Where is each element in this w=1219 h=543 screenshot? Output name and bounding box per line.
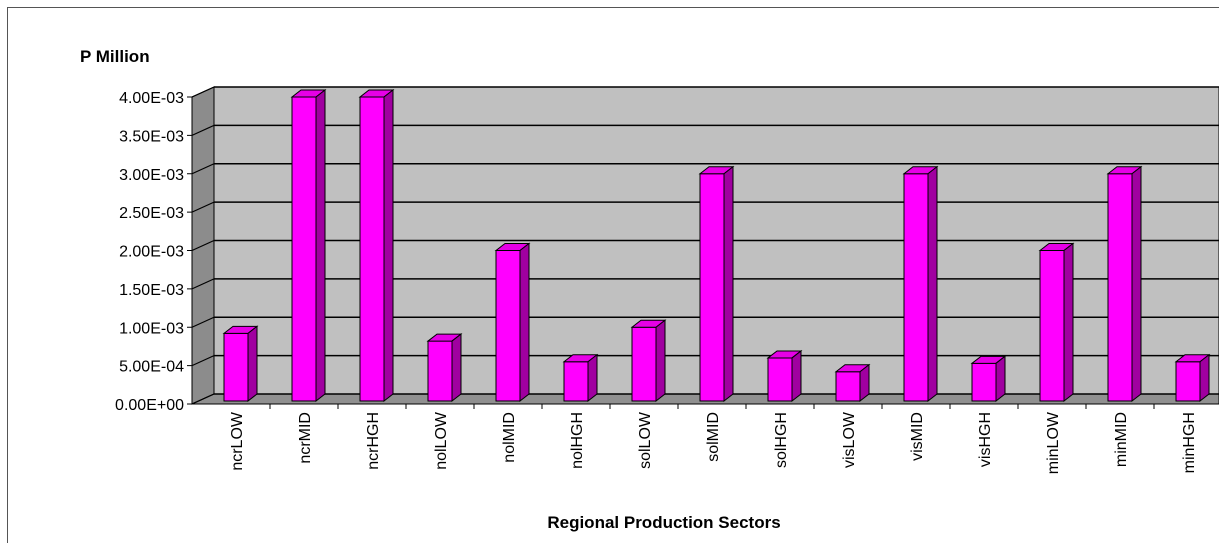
- bar-side: [1131, 165, 1142, 403]
- x-tick-label: solHGH: [773, 412, 790, 468]
- bar-front: [359, 96, 385, 402]
- bar-front: [903, 173, 929, 402]
- bar-side: [655, 319, 666, 403]
- x-tick-label: solLOW: [637, 411, 654, 469]
- x-axis-title: Regional Production Sectors: [547, 513, 780, 532]
- bar-front: [291, 96, 317, 402]
- x-tick-label: minHGH: [1181, 412, 1198, 473]
- gridline-diagonal: [191, 124, 215, 136]
- gridline-diagonal: [191, 278, 215, 290]
- bar-side: [315, 88, 326, 403]
- gridline-diagonal: [191, 86, 215, 98]
- bar-front: [563, 361, 589, 402]
- bar: [222, 325, 259, 403]
- bar-side: [1063, 242, 1074, 403]
- bar: [970, 355, 1007, 403]
- x-tick-label: ncrHGH: [365, 412, 382, 470]
- bar-front: [835, 371, 861, 402]
- bar-side: [791, 349, 802, 403]
- bar-front: [223, 332, 249, 402]
- bar: [1038, 242, 1075, 403]
- bar-front: [699, 173, 725, 402]
- bar-side: [451, 333, 462, 403]
- x-tick-label: nolLOW: [433, 411, 450, 470]
- y-axis-title: P Million: [80, 47, 150, 66]
- gridline-diagonal: [191, 239, 215, 252]
- bar: [766, 349, 803, 403]
- bar-front: [971, 362, 997, 402]
- bar-side: [519, 242, 530, 403]
- gridline-diagonal: [191, 163, 215, 175]
- chart-frame: [7, 7, 1219, 543]
- x-tick-label: minMID: [1113, 412, 1130, 467]
- bar: [494, 242, 531, 403]
- bar-side: [383, 88, 394, 403]
- bar-side: [859, 363, 870, 403]
- bar-side: [247, 325, 258, 403]
- y-tick-label: 0.00E+00: [115, 397, 184, 414]
- bar-side: [723, 165, 734, 403]
- y-tick-label: 1.00E-03: [119, 320, 184, 337]
- y-tick-label: 2.50E-03: [119, 205, 184, 222]
- bar-front: [767, 357, 793, 402]
- bar-side: [1199, 353, 1210, 403]
- gridline-diagonal: [191, 355, 215, 367]
- x-tick-label: ncrLOW: [229, 411, 246, 471]
- bar: [290, 88, 327, 403]
- bar: [834, 363, 871, 403]
- y-tick-label: 3.50E-03: [119, 128, 184, 145]
- bar: [1106, 165, 1143, 403]
- bar-front: [427, 340, 453, 402]
- bar: [426, 333, 463, 403]
- bar-front: [1175, 361, 1201, 402]
- bar-side: [927, 165, 938, 403]
- x-tick-label: nolMID: [501, 412, 518, 463]
- x-tick-label: visMID: [909, 412, 926, 461]
- x-tick-label: visLOW: [841, 411, 858, 468]
- gridline-diagonal: [191, 316, 215, 328]
- y-axis-ticks: 0.00E+00 5.00E-04 1.00E-03 1.50E-03 2.00E-03…: [115, 90, 193, 414]
- bar-front: [495, 250, 521, 402]
- bar-front: [631, 326, 657, 402]
- bar: [562, 353, 599, 403]
- x-tick-label: visHGH: [977, 412, 994, 467]
- gridline-diagonal: [191, 201, 215, 213]
- bar: [698, 165, 735, 403]
- y-tick-label: 3.00E-03: [119, 167, 184, 184]
- x-axis-labels: ncrLOW ncrMID ncrHGH nolLOW nolMID nolHGH solL…: [192, 403, 1219, 474]
- x-tick-label: solMID: [705, 412, 722, 462]
- bars: [222, 88, 1211, 403]
- gridline-diagonal: [191, 393, 215, 405]
- bar: [358, 88, 395, 403]
- x-tick-label: ncrMID: [297, 412, 314, 464]
- bar-side: [995, 355, 1006, 403]
- bar: [630, 319, 667, 403]
- bar: [902, 165, 939, 403]
- bar-side: [587, 353, 598, 403]
- y-tick-label: 4.00E-03: [119, 90, 184, 107]
- y-tick-label: 2.00E-03: [119, 244, 184, 261]
- bar: [1174, 353, 1211, 403]
- x-tick-label: nolHGH: [569, 412, 586, 469]
- y-tick-label: 5.00E-04: [119, 359, 184, 376]
- bar-front: [1107, 173, 1133, 402]
- x-tick-label: minLOW: [1045, 411, 1062, 474]
- y-tick-label: 1.50E-03: [119, 282, 184, 299]
- bar-front: [1039, 250, 1065, 402]
